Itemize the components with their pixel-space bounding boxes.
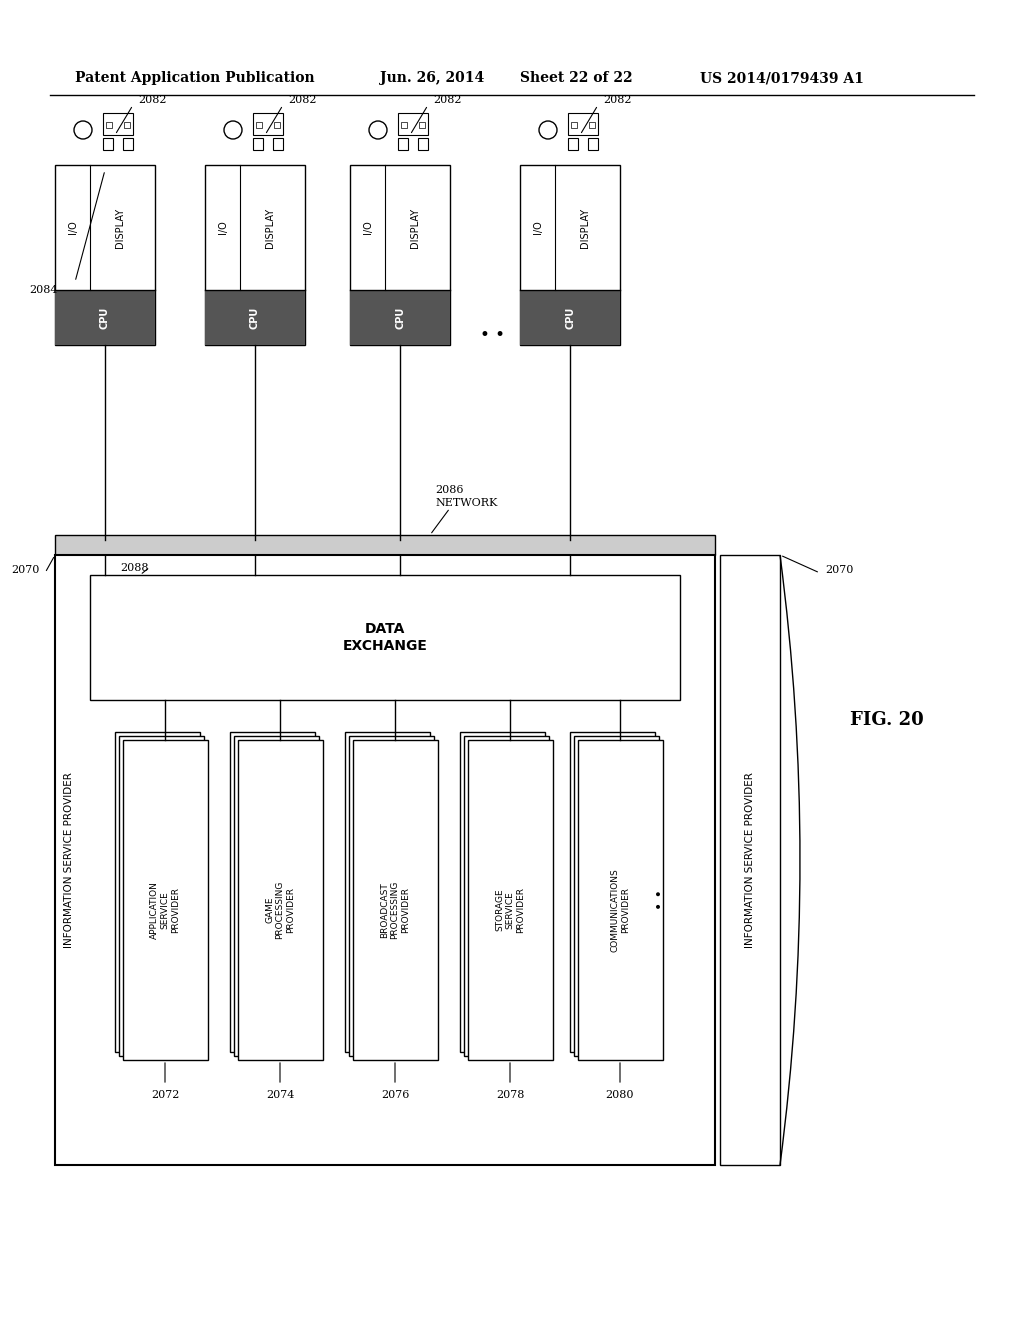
Text: US 2014/0179439 A1: US 2014/0179439 A1	[700, 71, 864, 84]
Text: • •: • •	[653, 890, 667, 911]
Bar	[253, 114, 283, 135]
Text: CPU: CPU	[250, 306, 260, 329]
Text: COMMUNICATIONS
PROVIDER: COMMUNICATIONS PROVIDER	[610, 869, 630, 952]
Text: 2088: 2088	[120, 564, 148, 573]
Text: NETWORK: NETWORK	[435, 498, 498, 508]
Text: DISPLAY: DISPLAY	[265, 207, 275, 248]
Bar	[55, 535, 715, 554]
Text: DISPLAY: DISPLAY	[580, 207, 590, 248]
Text: I/O: I/O	[534, 220, 543, 235]
Bar	[90, 576, 680, 700]
Bar	[273, 139, 283, 150]
Bar	[123, 741, 208, 1060]
Bar	[520, 165, 620, 345]
Text: CPU: CPU	[100, 306, 110, 329]
Bar	[401, 121, 407, 128]
Bar	[460, 733, 545, 1052]
Text: 2078: 2078	[496, 1090, 524, 1100]
Bar	[520, 290, 620, 345]
Text: GAME
PROCESSING
PROVIDER: GAME PROCESSING PROVIDER	[265, 880, 295, 940]
Bar	[106, 121, 112, 128]
Bar	[398, 114, 428, 135]
Bar	[569, 733, 654, 1052]
Text: Jun. 26, 2014: Jun. 26, 2014	[380, 71, 484, 84]
Text: BROADCAST
PROCESSING
PROVIDER: BROADCAST PROCESSING PROVIDER	[380, 880, 410, 940]
Text: 2086: 2086	[435, 484, 464, 495]
Text: Sheet 22 of 22: Sheet 22 of 22	[520, 71, 633, 84]
Bar	[123, 139, 133, 150]
Bar	[464, 737, 549, 1056]
Bar	[348, 737, 433, 1056]
Bar	[568, 139, 578, 150]
Text: FIG. 20: FIG. 20	[850, 711, 924, 729]
Text: 2076: 2076	[381, 1090, 410, 1100]
Bar	[55, 554, 715, 1166]
Text: 2082: 2082	[433, 95, 462, 106]
Text: DISPLAY: DISPLAY	[410, 207, 420, 248]
Bar	[350, 290, 450, 345]
Bar	[124, 121, 130, 128]
Text: STORAGE
SERVICE
PROVIDER: STORAGE SERVICE PROVIDER	[495, 887, 525, 933]
Text: CPU: CPU	[565, 306, 575, 329]
Bar	[589, 121, 595, 128]
Text: DISPLAY: DISPLAY	[115, 207, 125, 248]
Bar	[350, 165, 450, 345]
Bar	[720, 554, 780, 1166]
Text: 2082: 2082	[603, 95, 632, 106]
Bar	[274, 121, 280, 128]
Bar	[119, 737, 204, 1056]
Bar	[229, 733, 314, 1052]
Text: INFORMATION SERVICE PROVIDER: INFORMATION SERVICE PROVIDER	[745, 772, 755, 948]
Text: 2082: 2082	[138, 95, 167, 106]
Bar	[55, 165, 155, 345]
Bar	[468, 741, 553, 1060]
Text: CPU: CPU	[395, 306, 406, 329]
Text: INFORMATION SERVICE PROVIDER: INFORMATION SERVICE PROVIDER	[63, 772, 74, 948]
Text: Patent Application Publication: Patent Application Publication	[75, 71, 314, 84]
Text: 2082: 2082	[288, 95, 316, 106]
Text: 2070: 2070	[825, 565, 853, 576]
Bar	[419, 121, 425, 128]
Bar	[233, 737, 318, 1056]
Bar	[253, 139, 263, 150]
Bar	[103, 114, 133, 135]
Text: DATA
EXCHANGE: DATA EXCHANGE	[343, 623, 427, 652]
Bar	[55, 290, 155, 345]
Bar	[238, 741, 323, 1060]
Text: APPLICATION
SERVICE
PROVIDER: APPLICATION SERVICE PROVIDER	[151, 880, 180, 939]
Text: 2072: 2072	[151, 1090, 179, 1100]
Bar	[398, 139, 408, 150]
Bar	[588, 139, 598, 150]
Text: • •: • •	[479, 326, 505, 345]
Bar	[418, 139, 428, 150]
Bar	[205, 290, 305, 345]
Bar	[256, 121, 262, 128]
Text: 2070: 2070	[11, 565, 40, 576]
Bar	[352, 741, 437, 1060]
Bar	[571, 121, 577, 128]
Text: I/O: I/O	[362, 220, 373, 235]
Bar	[205, 165, 305, 345]
Text: I/O: I/O	[68, 220, 78, 235]
Bar	[344, 733, 429, 1052]
Bar	[103, 139, 113, 150]
Bar	[573, 737, 658, 1056]
Text: 2084: 2084	[30, 285, 58, 294]
Text: I/O: I/O	[218, 220, 228, 235]
Text: 2080: 2080	[606, 1090, 634, 1100]
Bar	[115, 733, 200, 1052]
Bar	[568, 114, 598, 135]
Bar	[578, 741, 663, 1060]
Text: 2074: 2074	[266, 1090, 294, 1100]
